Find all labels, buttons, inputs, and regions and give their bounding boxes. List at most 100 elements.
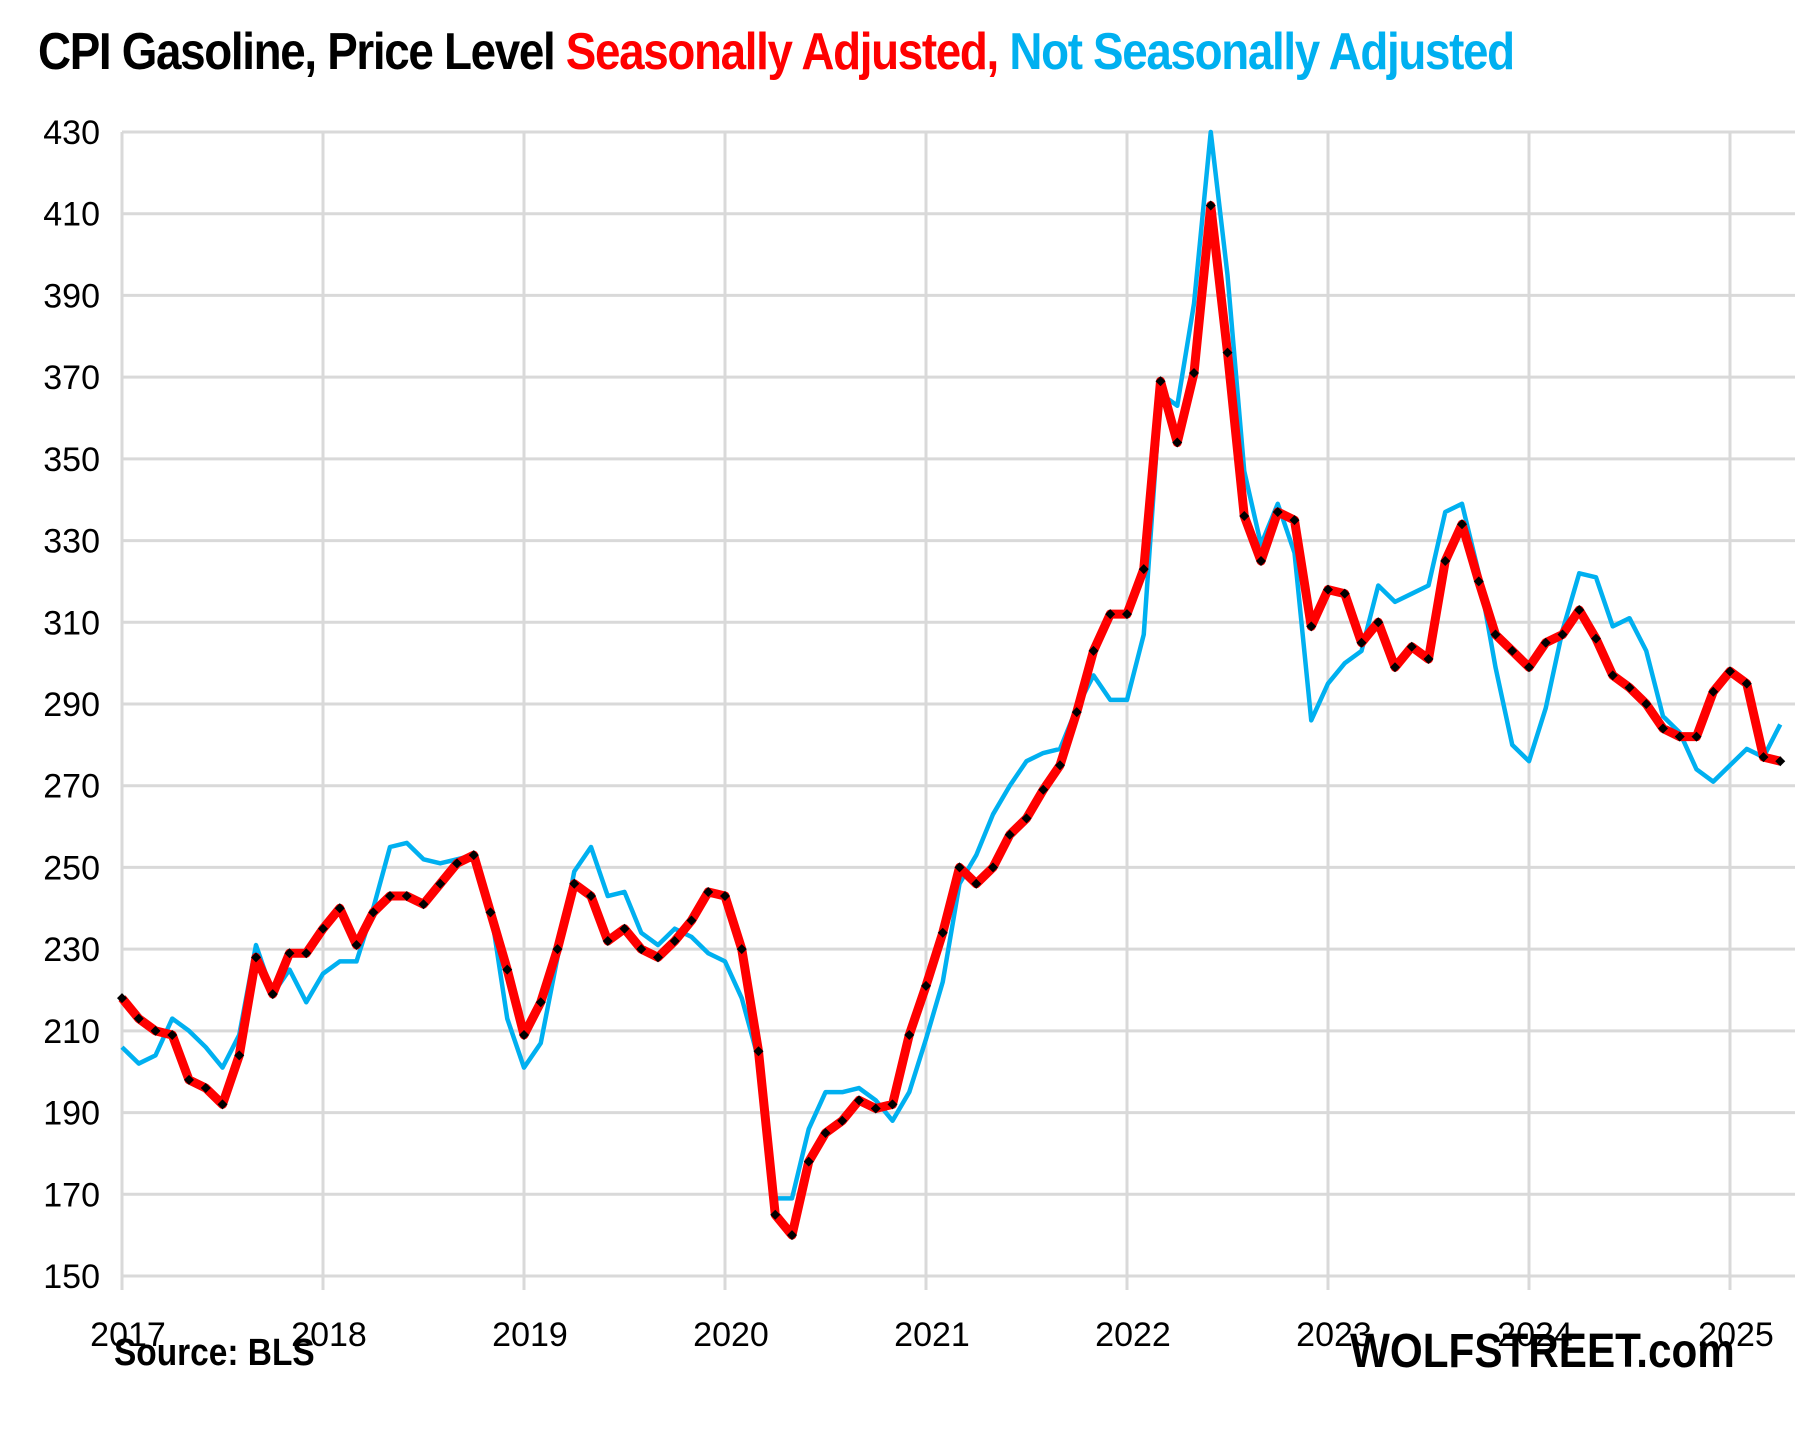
sa-line: [118, 201, 1782, 1240]
sa-data-point: [1189, 368, 1199, 379]
sa-data-point: [636, 944, 647, 955]
x-tick-label: 2019: [492, 1316, 568, 1354]
sa-data-point: [552, 944, 563, 955]
series-not-seasonally-adjusted: [120, 129, 1783, 1201]
y-axis-ticks: 150 170 190 210 230 250 270 290 310 330 350 370 390 4…: [43, 114, 100, 1296]
sa-data-point: [1105, 609, 1116, 620]
sa-data-point: [703, 886, 714, 897]
gridlines: [120, 130, 1795, 1290]
sa-data-point: [1708, 686, 1719, 697]
sa-data-point: [1507, 645, 1518, 656]
sa-data-point: [251, 952, 261, 963]
x-tick-label: 2020: [693, 1316, 769, 1354]
y-tick-label: 250: [43, 849, 100, 887]
sa-data-point: [1725, 666, 1735, 677]
sa-data-point: [535, 997, 546, 1008]
y-tick-label: 150: [43, 1258, 100, 1296]
sa-data-point: [368, 907, 379, 918]
legend-seasonally-adjusted: Seasonally Adjusted,: [565, 23, 1010, 81]
x-tick-label: 2018: [291, 1316, 367, 1354]
x-tick-label: 2024: [1497, 1316, 1573, 1354]
sa-data-point: [1390, 662, 1400, 673]
sa-data-point: [1373, 617, 1384, 628]
sa-data-point: [1122, 609, 1132, 620]
sa-data-point: [1004, 829, 1015, 840]
sa-data-point: [184, 1074, 194, 1085]
y-tick-label: 310: [43, 604, 100, 642]
sa-data-point: [1691, 731, 1702, 742]
y-tick-label: 330: [43, 523, 100, 561]
brand-label: WOLFSTREET.com: [1350, 1325, 1735, 1378]
y-tick-label: 170: [43, 1176, 100, 1214]
y-tick-label: 270: [43, 768, 100, 806]
sa-data-point: [921, 980, 931, 991]
sa-data-point: [1155, 376, 1166, 387]
sa-data-point: [1775, 756, 1786, 767]
sa-data-point: [837, 1115, 848, 1126]
y-tick-label: 210: [43, 1013, 100, 1051]
sa-data-point: [351, 940, 362, 951]
sa-data-point: [485, 907, 496, 918]
sa-data-point: [686, 915, 697, 926]
sa-data-point: [385, 891, 395, 902]
sa-data-point: [1674, 731, 1685, 742]
sa-data-point: [1540, 637, 1551, 648]
sa-data-point: [234, 1050, 245, 1061]
sa-data-point: [117, 993, 127, 1004]
sa-data-point: [753, 1046, 764, 1057]
x-tick-label: 2021: [894, 1316, 970, 1354]
series-seasonally-adjusted: [117, 200, 1786, 1241]
sa-data-point: [1172, 437, 1183, 448]
x-tick-label: 2017: [90, 1316, 166, 1354]
sa-data-point: [720, 891, 730, 902]
sa-data-point: [318, 923, 328, 934]
sa-data-point: [150, 1025, 161, 1036]
sa-data-point: [1272, 506, 1283, 517]
sa-data-point: [1423, 654, 1434, 665]
y-tick-label: 370: [43, 359, 100, 397]
sa-data-point: [401, 891, 412, 902]
sa-data-point: [1591, 633, 1601, 644]
sa-data-point: [1222, 347, 1233, 358]
x-axis-ticks: 2017 2018 2019 2020 2021 2022 2023 2024 2025: [90, 1316, 1774, 1354]
sa-data-point: [133, 1013, 144, 1024]
y-tick-label: 350: [43, 441, 100, 479]
sa-data-point: [619, 923, 630, 934]
sa-data-point: [1071, 707, 1082, 718]
sa-data-point: [569, 878, 580, 889]
sa-data-point: [418, 899, 429, 910]
chart-title: CPI Gasoline, Price Level Seasonally Adj…: [38, 22, 1515, 82]
sa-data-point: [1440, 556, 1451, 566]
sa-data-point: [1524, 662, 1534, 673]
sa-data-point: [1205, 200, 1216, 211]
sa-data-point: [653, 952, 663, 963]
sa-data-point: [1457, 519, 1467, 530]
sa-data-point: [870, 1103, 881, 1114]
sa-data-point: [1658, 723, 1668, 734]
sa-data-point: [284, 948, 295, 959]
sa-data-point: [167, 1029, 178, 1040]
sa-data-point: [770, 1209, 781, 1220]
sa-data-point: [736, 944, 747, 955]
sa-data-point: [1021, 813, 1032, 824]
sa-data-point: [1289, 515, 1300, 526]
sa-data-point: [452, 858, 462, 869]
sa-data-point: [1256, 556, 1266, 566]
sa-data-point: [468, 850, 479, 861]
sa-data-point: [1323, 584, 1333, 595]
sa-data-point: [1758, 752, 1769, 763]
title-main: CPI Gasoline, Price Level: [38, 23, 566, 81]
sa-data-point: [669, 935, 680, 946]
sa-data-point: [1138, 564, 1149, 575]
sa-data-point: [954, 862, 965, 873]
sa-data-point: [1306, 621, 1317, 632]
sa-data-point: [1490, 629, 1501, 640]
legend-not-seasonally-adjusted: Not Seasonally Adjusted: [1009, 23, 1515, 81]
sa-data-point: [435, 878, 446, 889]
sa-data-point: [586, 891, 596, 902]
sa-data-point: [1624, 682, 1635, 693]
sa-data-point: [1356, 637, 1367, 648]
sa-data-point: [200, 1083, 211, 1094]
sa-data-point: [937, 927, 948, 938]
